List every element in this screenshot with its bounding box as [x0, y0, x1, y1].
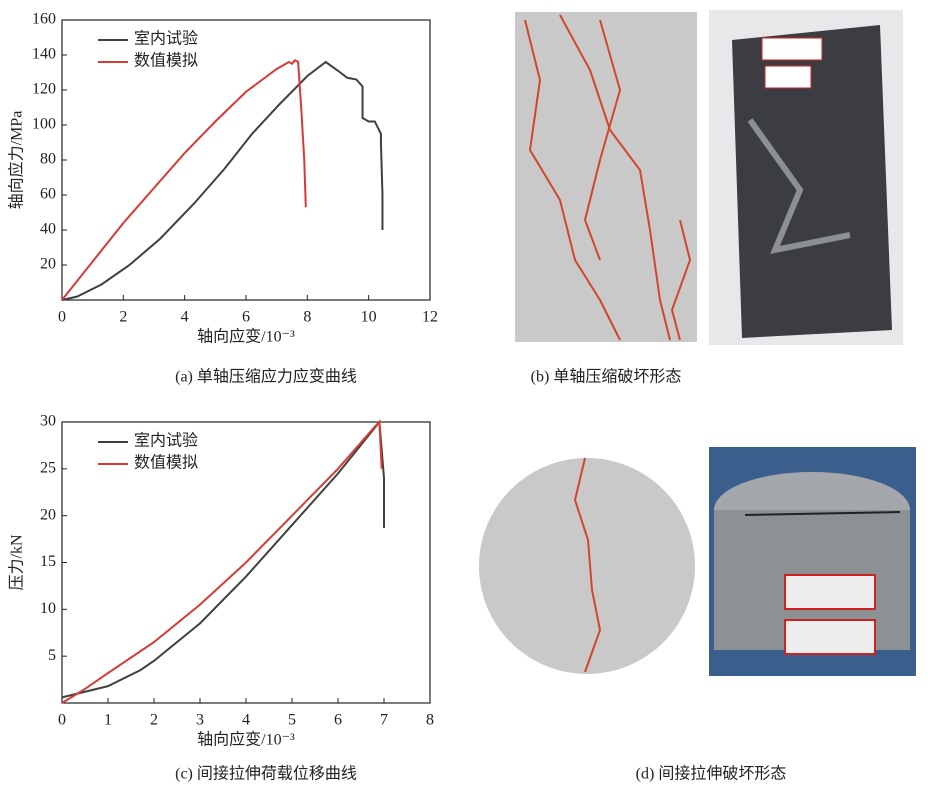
y-axis-label: 轴向应力/MPa: [7, 111, 26, 210]
legend-label: 数值模拟: [134, 52, 198, 70]
y-tick-label: 60: [40, 186, 56, 203]
y-tick-label: 15: [40, 553, 56, 570]
y-tick-label: 30: [40, 413, 56, 430]
image-caption: (b) 单轴压缩破坏形态: [531, 368, 682, 386]
series-line: [61, 419, 383, 704]
disc-crack: [744, 511, 901, 516]
particle-disc-image: [479, 458, 695, 674]
x-tick-label: 0: [58, 712, 66, 729]
image-caption: (d) 间接拉伸破坏形态: [636, 765, 787, 783]
y-tick-label: 5: [48, 647, 56, 664]
x-tick-label: 0: [58, 309, 66, 326]
y-tick-label: 160: [32, 11, 56, 28]
x-tick-label: 3: [196, 712, 204, 729]
x-tick-label: 10: [361, 309, 377, 326]
y-tick-label: 120: [32, 81, 56, 98]
y-tick-label: 20: [40, 256, 56, 273]
sample-label: [764, 65, 812, 89]
x-tick-label: 6: [334, 712, 342, 729]
y-tick-label: 140: [32, 46, 56, 63]
sample-label: [784, 574, 876, 610]
sample-label: [784, 619, 876, 655]
x-tick-label: 8: [303, 309, 311, 326]
legend-label: 数值模拟: [134, 454, 198, 472]
x-tick-label: 2: [150, 712, 158, 729]
crack-pattern: [573, 457, 602, 673]
x-tick-label: 4: [181, 309, 189, 326]
y-tick-label: 25: [40, 460, 56, 477]
y-axis-label: 压力/kN: [8, 534, 26, 590]
y-tick-label: 80: [40, 151, 56, 168]
x-tick-label: 8: [426, 712, 434, 729]
legend-label: 室内试验: [134, 432, 198, 450]
crack-pattern: [524, 14, 692, 341]
y-tick-label: 40: [40, 221, 56, 238]
x-tick-label: 2: [119, 309, 127, 326]
particle-model-image: [515, 12, 697, 342]
rock-fracture: [747, 118, 851, 255]
sample-label: [761, 37, 823, 61]
x-tick-label: 1: [104, 712, 112, 729]
x-tick-label: 12: [422, 309, 438, 326]
x-tick-label: 6: [242, 309, 250, 326]
y-tick-label: 10: [40, 600, 56, 617]
y-tick-label: 100: [32, 116, 56, 133]
x-tick-label: 4: [242, 712, 250, 729]
series-line: [61, 58, 307, 301]
x-axis-label: 轴向应变/10⁻³: [197, 327, 295, 346]
rock-sample: [732, 25, 892, 338]
chart-caption: (c) 间接拉伸荷载位移曲线: [175, 765, 357, 783]
x-axis-label: 轴向应变/10⁻³: [197, 730, 295, 749]
y-tick-label: 20: [40, 506, 56, 523]
legend-label: 室内试验: [134, 30, 198, 48]
x-tick-label: 5: [288, 712, 296, 729]
x-tick-label: 7: [380, 712, 388, 729]
chart-caption: (a) 单轴压缩应力应变曲线: [175, 367, 357, 386]
series-line: [61, 60, 384, 301]
